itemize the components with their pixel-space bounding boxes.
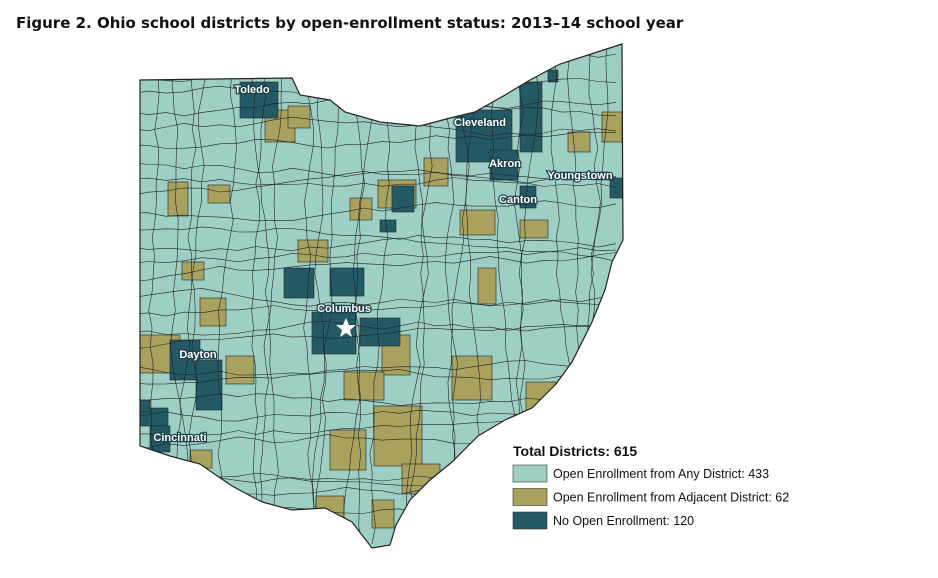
district bbox=[519, 81, 543, 153]
district bbox=[195, 359, 223, 411]
district bbox=[225, 355, 255, 385]
district-border bbox=[140, 175, 617, 187]
legend-label: No Open Enrollment: 120 bbox=[553, 514, 694, 528]
district bbox=[451, 355, 493, 401]
legend: Total Districts: 615 Open Enrollment fro… bbox=[512, 443, 789, 530]
district bbox=[149, 425, 171, 453]
district-border bbox=[140, 288, 617, 307]
district-border bbox=[140, 369, 617, 385]
district bbox=[297, 239, 329, 263]
district bbox=[167, 181, 189, 217]
district-border bbox=[140, 324, 617, 350]
district-border bbox=[343, 44, 366, 545]
district-border bbox=[140, 44, 141, 545]
ohio-map: Toledo Cleveland Akron Youngstown Canton Colu… bbox=[139, 43, 624, 549]
state-outline bbox=[139, 43, 624, 549]
district bbox=[283, 267, 315, 299]
city-label: Akron bbox=[489, 158, 521, 170]
district-border bbox=[140, 247, 617, 265]
district-border bbox=[313, 44, 327, 545]
district-border bbox=[187, 44, 198, 545]
district-border bbox=[369, 44, 393, 545]
district bbox=[547, 69, 559, 83]
capital-star bbox=[336, 318, 356, 337]
district-border bbox=[140, 52, 617, 67]
districts bbox=[140, 44, 623, 548]
district bbox=[391, 185, 415, 213]
district bbox=[359, 317, 401, 347]
district-border bbox=[312, 44, 343, 545]
district-border bbox=[140, 321, 617, 336]
district bbox=[371, 499, 395, 529]
city-label: Cleveland bbox=[454, 117, 506, 129]
legend-swatch bbox=[512, 464, 548, 483]
district-border bbox=[140, 252, 617, 282]
figure-title: Figure 2. Ohio school districts by open-… bbox=[16, 14, 684, 32]
district-border bbox=[140, 237, 617, 262]
district-border bbox=[301, 44, 315, 545]
district bbox=[199, 297, 227, 327]
district-border bbox=[403, 44, 433, 544]
district-border bbox=[140, 226, 617, 248]
city-label: Columbus bbox=[317, 303, 371, 315]
district-border bbox=[217, 44, 237, 545]
legend-label: Open Enrollment from Adjacent District: … bbox=[553, 491, 789, 505]
district-border bbox=[140, 200, 617, 222]
district bbox=[567, 131, 591, 153]
legend-label: Open Enrollment from Any District: 433 bbox=[553, 467, 769, 481]
district-border bbox=[250, 44, 268, 545]
district bbox=[519, 219, 549, 239]
district bbox=[349, 197, 373, 221]
district bbox=[329, 267, 365, 297]
district bbox=[609, 177, 623, 199]
legend-title: Total Districts: 615 bbox=[513, 443, 637, 459]
district-border bbox=[140, 547, 617, 548]
city-label: Toledo bbox=[234, 84, 270, 96]
district bbox=[315, 495, 345, 519]
district bbox=[477, 267, 497, 305]
legend-swatch bbox=[512, 511, 548, 530]
district bbox=[373, 405, 423, 467]
district bbox=[525, 381, 557, 413]
district-border bbox=[140, 128, 617, 149]
district bbox=[379, 219, 397, 233]
district-border bbox=[140, 391, 617, 406]
city-label: Dayton bbox=[179, 349, 217, 361]
city-label: Canton bbox=[499, 194, 537, 206]
city-label: Youngstown bbox=[547, 170, 612, 182]
district-border bbox=[140, 116, 617, 138]
district-border bbox=[140, 298, 617, 317]
district-border bbox=[352, 44, 379, 545]
district-border bbox=[140, 171, 617, 197]
legend-swatch bbox=[512, 488, 548, 506]
district bbox=[207, 184, 231, 204]
district-border bbox=[140, 360, 617, 376]
city-label: Cincinnati bbox=[153, 432, 206, 444]
district-border bbox=[259, 44, 285, 545]
district bbox=[459, 209, 496, 236]
district bbox=[239, 81, 279, 119]
district bbox=[343, 371, 385, 401]
district bbox=[287, 105, 311, 129]
district-border bbox=[170, 44, 190, 545]
